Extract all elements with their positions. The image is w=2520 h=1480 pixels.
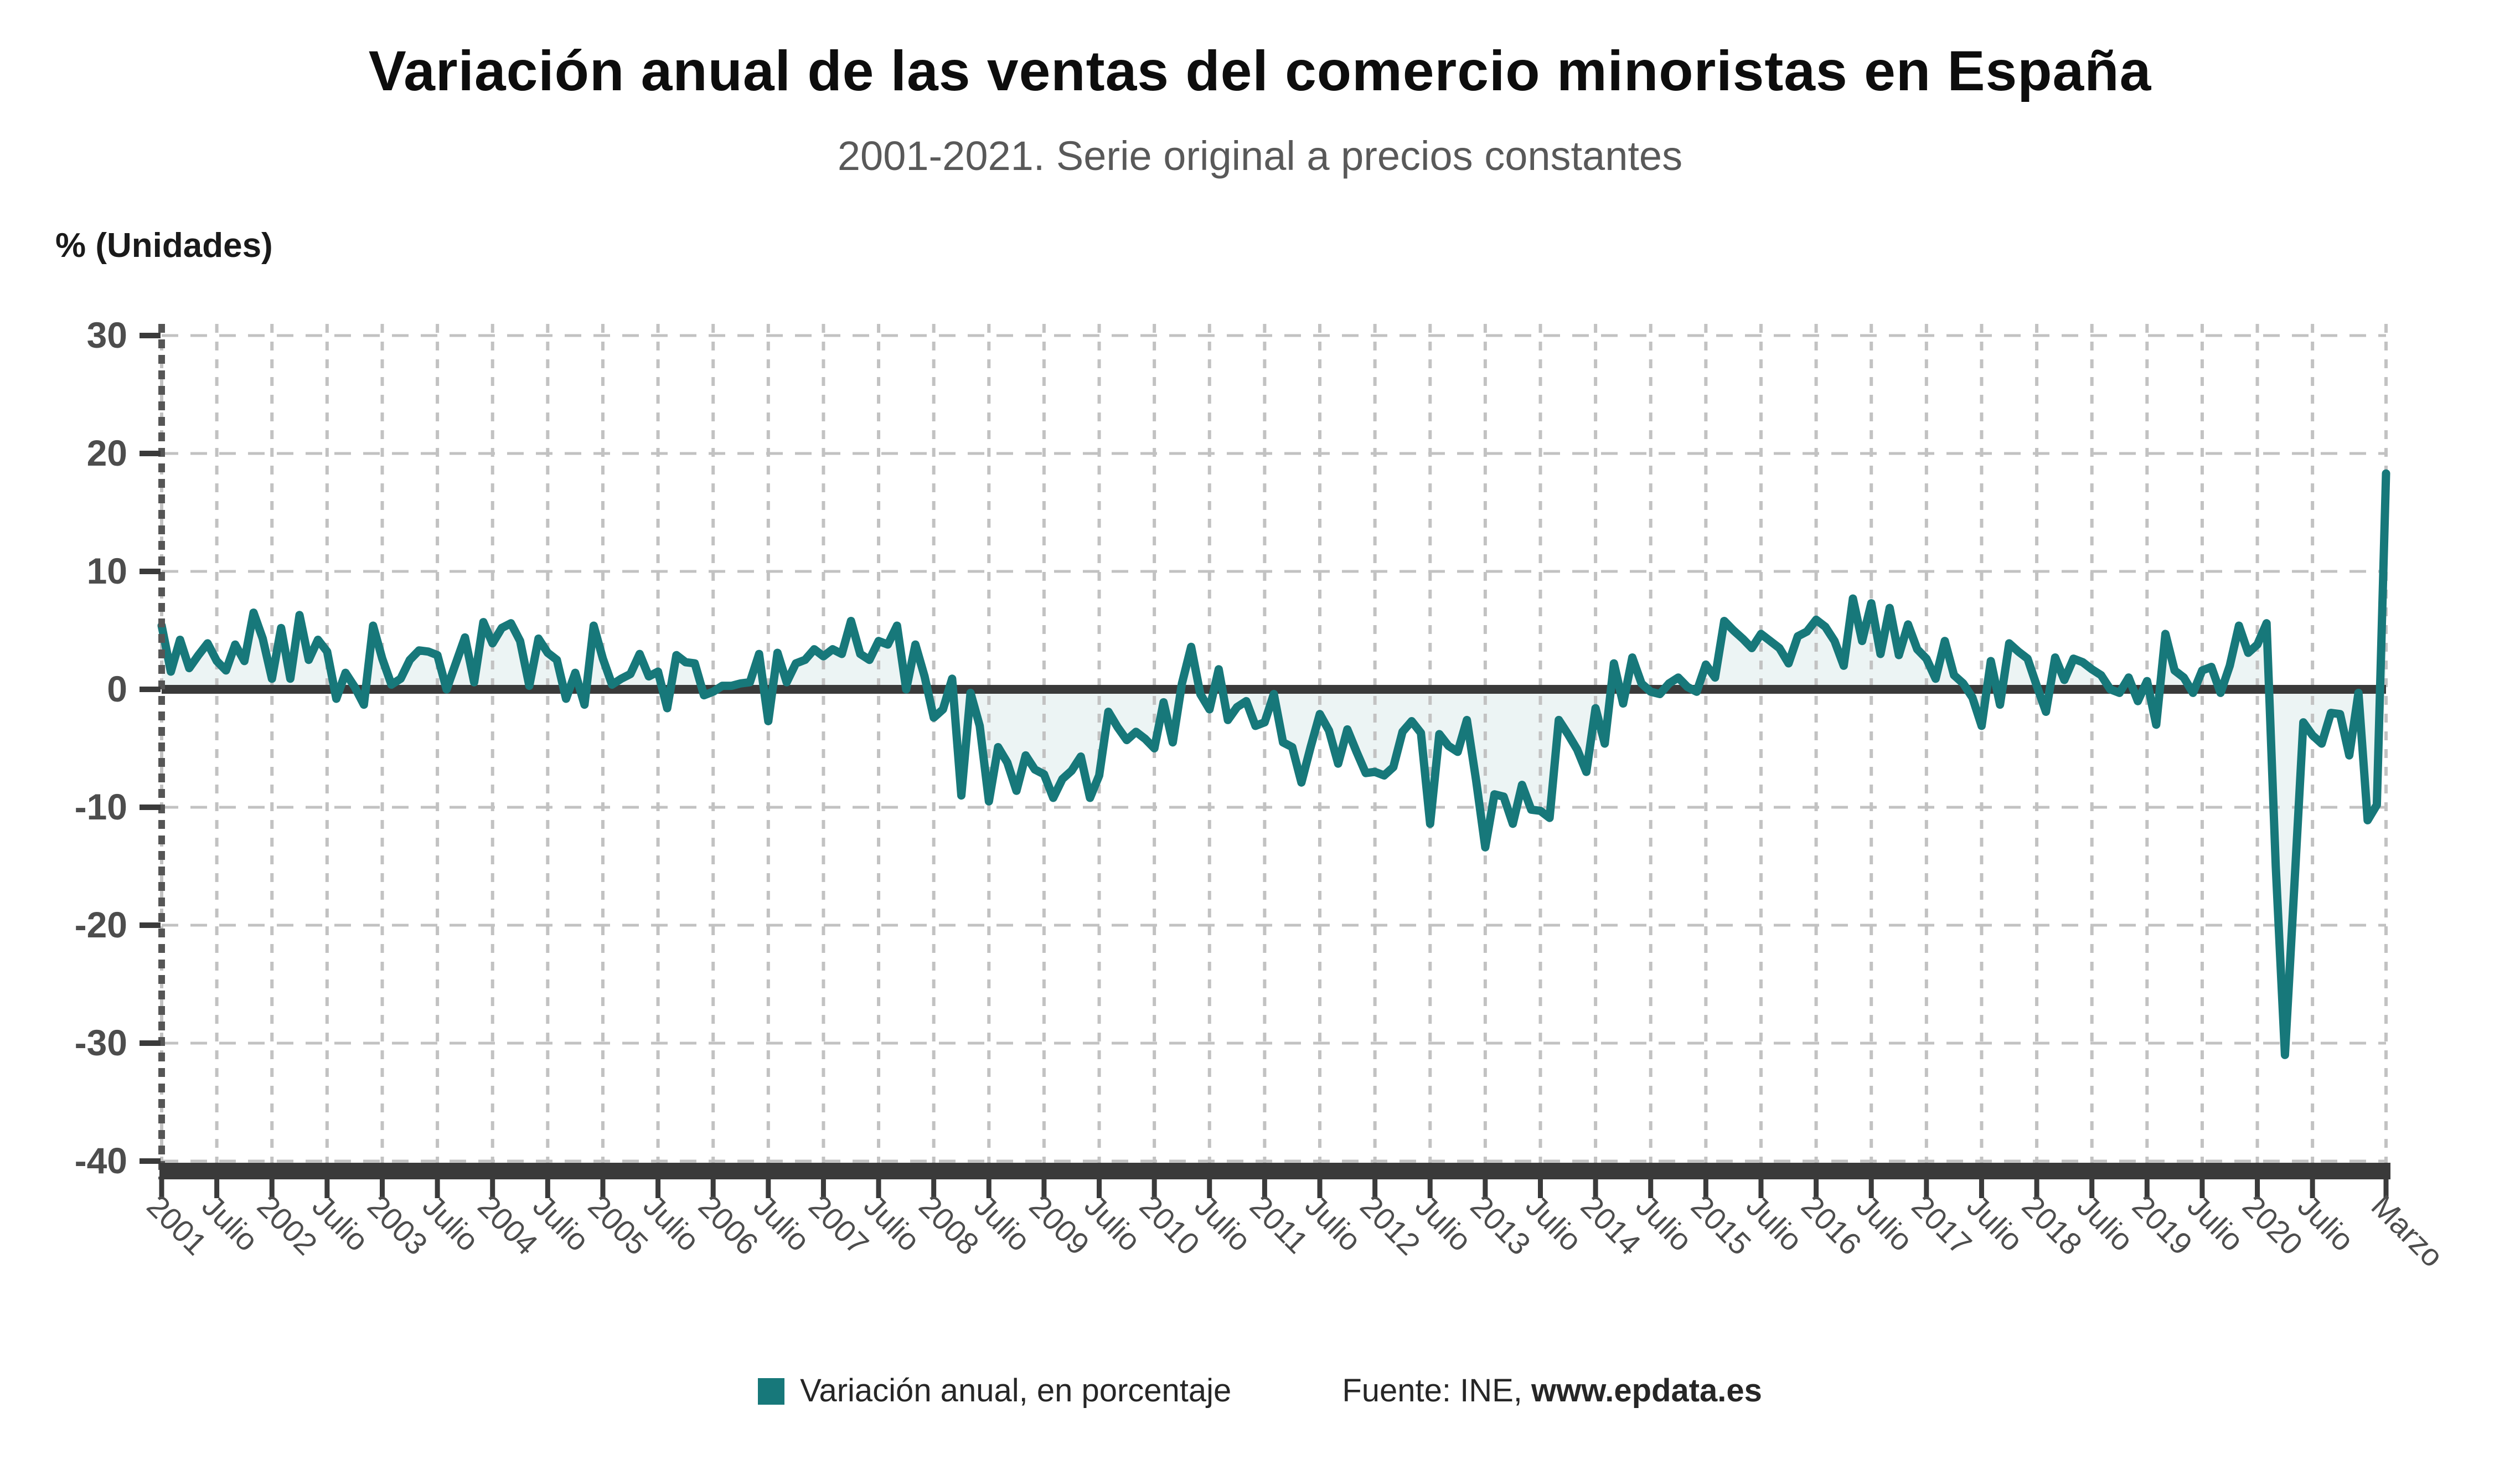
x-tick-label: Julio [2070, 1188, 2140, 1258]
x-tick-label: Julio [2291, 1188, 2361, 1258]
legend-series-label: Variación anual, en porcentaje [800, 1373, 1232, 1409]
x-tick-label: Julio [1519, 1188, 1589, 1258]
y-axis-unit-label: % (Unidades) [55, 226, 273, 265]
x-tick-label: Julio [1739, 1188, 1809, 1258]
x-tick-label: 2018 [2016, 1188, 2089, 1262]
x-tick-label: 2017 [1905, 1188, 1979, 1262]
x-tick-label: Julio [637, 1188, 706, 1258]
y-tick-label: 20 [87, 432, 127, 473]
x-tick-label: 2002 [251, 1188, 324, 1262]
x-tick-label: Julio [306, 1188, 375, 1258]
x-tick-label: 2004 [471, 1188, 545, 1262]
y-tick-label: 30 [87, 314, 127, 355]
x-tick-label: Julio [526, 1188, 596, 1258]
x-tick-label: Marzo [2365, 1188, 2451, 1274]
x-tick-label: Julio [1629, 1188, 1699, 1258]
x-tick-label: 2015 [1685, 1188, 1758, 1262]
x-tick-label: Julio [195, 1188, 265, 1258]
x-tick-label: 2003 [361, 1188, 435, 1262]
x-tick-label: 2020 [2236, 1188, 2310, 1262]
x-tick-label: 2005 [581, 1188, 655, 1262]
legend-item-series: Variación anual, en porcentaje [758, 1372, 1231, 1409]
series-line [157, 469, 2390, 1059]
chart-subtitle: 2001-2021. Serie original a precios cons… [837, 133, 1683, 179]
x-tick-label: Julio [1960, 1188, 2030, 1258]
y-tick-label: 10 [87, 550, 127, 591]
x-tick-label: Julio [858, 1188, 927, 1258]
x-tick-label: 2019 [2126, 1188, 2199, 1262]
x-tick-label: Julio [1850, 1188, 1920, 1258]
x-tick-label: 2001 [141, 1188, 214, 1262]
x-tick-label: 2010 [1133, 1188, 1207, 1262]
x-tick-label: Julio [1188, 1188, 1258, 1258]
x-axis-bar [159, 1163, 2390, 1179]
x-tick-label: 2009 [1023, 1188, 1096, 1262]
chart-header: Variación anual de las ventas del comerc… [0, 39, 2520, 179]
x-tick-label: 2014 [1574, 1188, 1648, 1262]
x-tick-label: Julio [968, 1188, 1037, 1258]
x-tick-label: 2016 [1795, 1188, 1868, 1262]
x-tick-label: 2008 [912, 1188, 986, 1262]
y-tick-label: -30 [75, 1022, 127, 1063]
chart-title: Variación anual de las ventas del comerc… [368, 39, 2152, 102]
x-tick-label: 2006 [692, 1188, 766, 1262]
x-tick-label: Julio [1299, 1188, 1369, 1258]
y-tick-label: 0 [107, 668, 127, 709]
legend-swatch-icon [758, 1378, 785, 1405]
y-tick-label: -20 [75, 904, 127, 945]
x-tick-label: 2007 [802, 1188, 876, 1262]
y-tick-label: -10 [75, 786, 127, 827]
series-area-fill [162, 473, 2386, 1055]
legend: Variación anual, en porcentaje Fuente: I… [0, 1372, 2520, 1409]
x-tick-label: Julio [2181, 1188, 2250, 1258]
x-tick-label: 2012 [1354, 1188, 1427, 1262]
y-tick-label: -40 [75, 1140, 127, 1181]
x-tick-label: 2011 [1243, 1188, 1315, 1260]
source-note: Fuente: INE, www.epdata.es [1342, 1372, 1762, 1409]
source-prefix: Fuente: INE, [1342, 1373, 1532, 1409]
x-tick-label: Julio [416, 1188, 486, 1258]
x-tick-label: Julio [1409, 1188, 1479, 1258]
x-tick-label: 2013 [1464, 1188, 1537, 1262]
x-tick-label: Julio [747, 1188, 817, 1258]
source-link[interactable]: www.epdata.es [1531, 1373, 1762, 1409]
x-tick-label: Julio [1078, 1188, 1148, 1258]
